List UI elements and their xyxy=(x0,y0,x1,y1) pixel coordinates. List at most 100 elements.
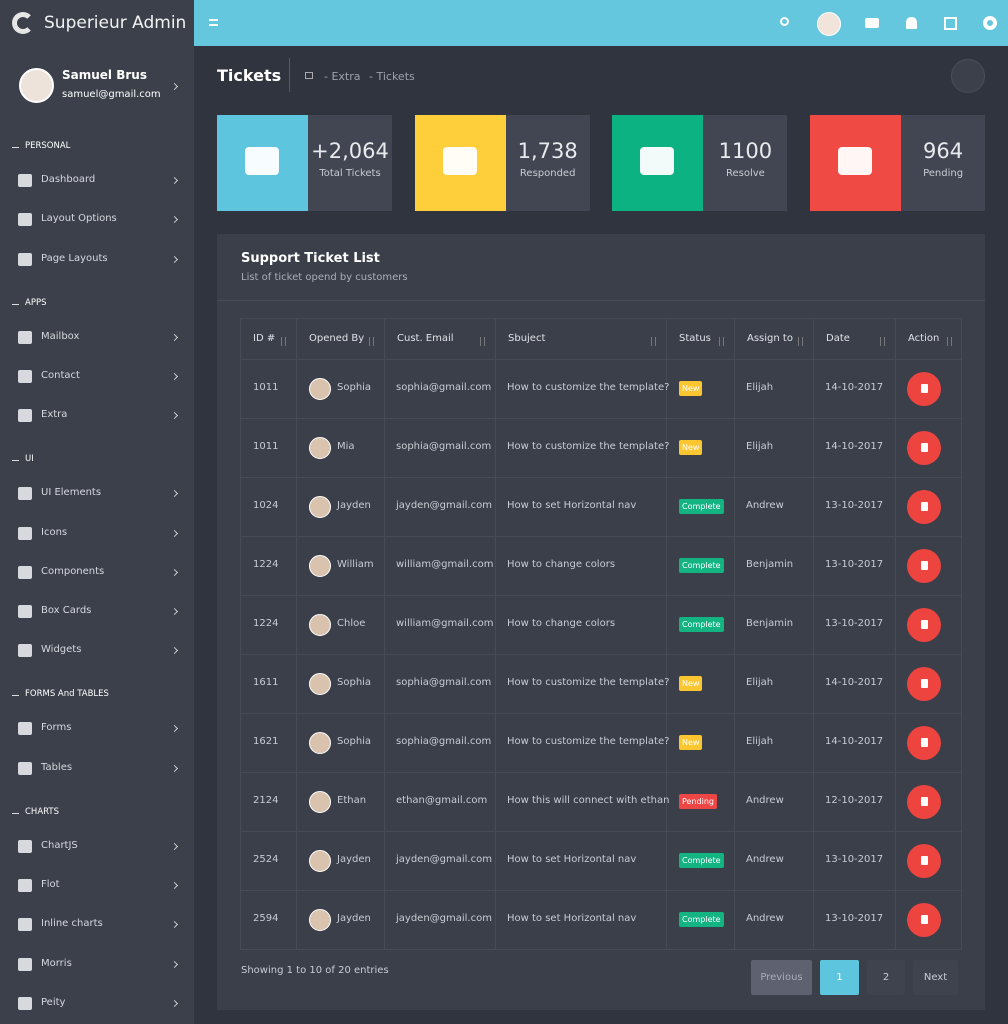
nav-section: FORMS And TABLES xyxy=(25,689,109,700)
nav-item[interactable]: Layout Options xyxy=(41,213,117,225)
row-border xyxy=(240,478,962,537)
nav-icon[interactable] xyxy=(18,839,32,853)
email: william@gmail.com xyxy=(396,559,494,570)
topbar-avatar[interactable] xyxy=(817,12,841,36)
stat-label: Resolve xyxy=(725,168,765,179)
status-badge: New xyxy=(679,381,703,396)
search-icon[interactable] xyxy=(780,17,789,26)
nav-item[interactable]: Dashboard xyxy=(41,174,96,185)
column-header[interactable]: Assign to xyxy=(747,333,793,344)
nav-item[interactable]: Inline charts xyxy=(41,918,103,930)
bell-icon[interactable] xyxy=(906,17,917,29)
row-border xyxy=(240,596,962,655)
col-line xyxy=(895,318,896,950)
nav-item[interactable]: Peity xyxy=(41,996,66,1008)
nav-item[interactable]: Icons xyxy=(41,526,68,538)
stat-label: Pending xyxy=(923,168,964,179)
nav-item[interactable]: Box Cards xyxy=(41,605,92,617)
section-dash xyxy=(12,147,19,148)
more-button[interactable] xyxy=(951,59,985,93)
assignee: Elijah xyxy=(746,677,774,688)
nav-section: PERSONAL xyxy=(25,141,71,151)
card-subtitle: List of ticket opend by customers xyxy=(241,272,408,283)
column-header[interactable]: Sbuject xyxy=(508,333,546,344)
breadcrumb-item[interactable]: - Extra xyxy=(324,70,361,83)
page-button[interactable]: Previous xyxy=(751,960,812,995)
date: 13-10-2017 xyxy=(825,618,884,629)
stat-label: Total Tickets xyxy=(319,168,381,179)
nav-item[interactable]: Mailbox xyxy=(41,330,80,342)
avatar xyxy=(309,555,331,577)
nav-icon[interactable] xyxy=(18,174,32,187)
nav-icon[interactable] xyxy=(18,761,32,775)
nav-item[interactable]: Morris xyxy=(41,957,72,969)
date: 13-10-2017 xyxy=(825,913,884,924)
nav-icon[interactable] xyxy=(18,918,32,932)
nav-icon[interactable] xyxy=(18,879,32,892)
date: 14-10-2017 xyxy=(825,382,884,393)
nav-icon[interactable] xyxy=(18,565,32,579)
nav-icon[interactable] xyxy=(18,487,32,501)
nav-item[interactable]: ChartJS xyxy=(41,839,78,851)
nav-icon[interactable] xyxy=(18,330,32,344)
page-button[interactable]: Next xyxy=(913,960,958,995)
opened-by: Jayden xyxy=(337,913,371,924)
column-header[interactable]: Action xyxy=(908,333,940,344)
nav-item[interactable]: Components xyxy=(41,565,105,577)
column-header[interactable]: Opened By xyxy=(309,333,365,344)
opened-by: William xyxy=(337,559,374,570)
nav-item[interactable]: Forms xyxy=(41,722,72,734)
nav-icon[interactable] xyxy=(18,409,32,423)
breadcrumb-item[interactable]: - Tickets xyxy=(369,70,415,83)
column-header[interactable]: ID # xyxy=(253,333,276,344)
column-header[interactable]: Date xyxy=(826,333,850,344)
column-header[interactable]: Cust. Email xyxy=(397,333,454,344)
nav-item[interactable]: Flot xyxy=(41,879,60,890)
ticket-id: 1224 xyxy=(253,618,279,629)
nav-icon[interactable] xyxy=(18,605,32,619)
nav-item[interactable]: Extra xyxy=(41,409,68,421)
nav-icon[interactable] xyxy=(18,957,32,971)
nav-item[interactable]: Tables xyxy=(41,761,73,773)
col-line xyxy=(666,318,667,950)
nav-item[interactable]: UI Elements xyxy=(41,487,102,499)
column-header[interactable]: Status xyxy=(679,333,711,344)
opened-by: Sophia xyxy=(337,677,372,688)
card-divider xyxy=(217,300,985,301)
nav-icon[interactable] xyxy=(18,252,32,266)
stat-body xyxy=(308,115,392,211)
settings-icon[interactable] xyxy=(983,16,997,30)
user-email: samuel@gmail.com xyxy=(62,89,161,100)
stat-value: 1100 xyxy=(718,139,773,163)
avatar xyxy=(309,732,331,754)
status-badge: Complete xyxy=(679,617,724,632)
footer-info: Showing 1 to 10 of 20 entries xyxy=(241,965,389,976)
page-button[interactable]: 1 xyxy=(820,960,859,995)
assignee: Andrew xyxy=(746,500,784,511)
nav-item[interactable]: Widgets xyxy=(41,644,82,656)
row-border xyxy=(240,714,962,773)
nav-icon[interactable] xyxy=(18,996,32,1010)
mail-icon[interactable] xyxy=(865,18,879,28)
opened-by: Chloe xyxy=(337,618,366,629)
row-border xyxy=(240,655,962,714)
home-icon[interactable] xyxy=(305,72,313,79)
sort-icon xyxy=(369,337,374,346)
stat-icon xyxy=(442,147,477,175)
nav-icon[interactable] xyxy=(18,369,32,383)
stat-icon xyxy=(640,147,675,175)
section-dash xyxy=(12,460,19,462)
menu-toggle[interactable] xyxy=(209,19,218,26)
ticket-id: 1011 xyxy=(253,382,279,393)
nav-icon[interactable] xyxy=(18,213,32,227)
delete-icon xyxy=(921,384,928,393)
nav-item[interactable]: Page Layouts xyxy=(41,252,108,264)
page-button[interactable]: 2 xyxy=(867,960,905,995)
nav-icon[interactable] xyxy=(18,644,32,658)
nav-icon[interactable] xyxy=(18,526,32,540)
delete-icon xyxy=(921,915,928,924)
gift-icon[interactable] xyxy=(944,17,957,30)
nav-item[interactable]: Contact xyxy=(41,369,80,381)
email: jayden@gmail.com xyxy=(396,913,492,924)
nav-icon[interactable] xyxy=(18,722,32,736)
